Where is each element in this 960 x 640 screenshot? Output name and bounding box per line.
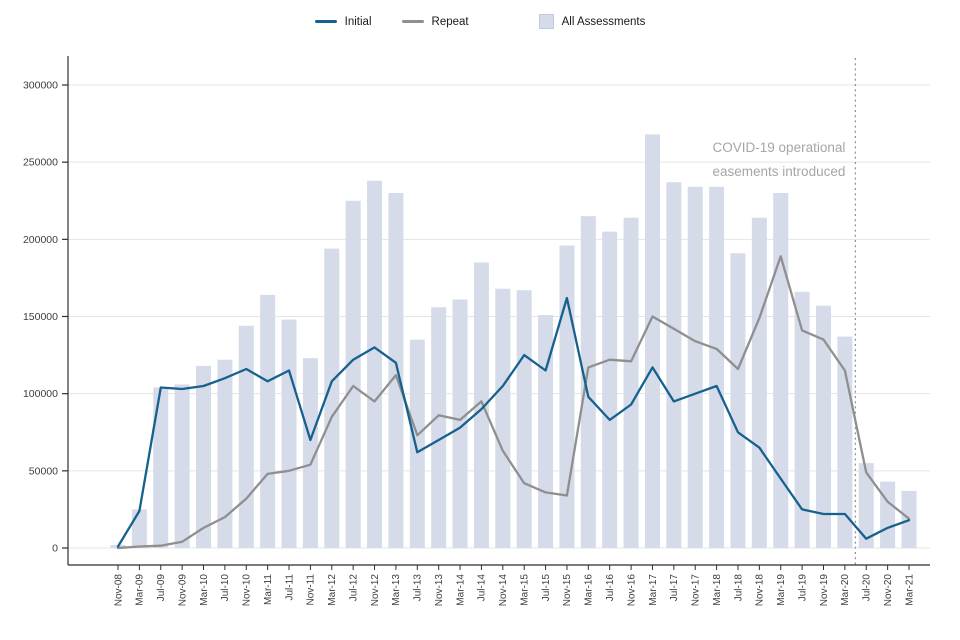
x-tick-label-Nov-12: Nov-12 xyxy=(370,574,381,607)
x-tick-label-Nov-18: Nov-18 xyxy=(755,574,766,607)
bar-Mar-14 xyxy=(452,299,468,548)
legend-label-all-assessments: All Assessments xyxy=(561,15,646,28)
bar-Nov-13 xyxy=(431,307,447,548)
x-tick-label-Mar-18: Mar-18 xyxy=(712,574,723,606)
bar-Mar-17 xyxy=(644,134,660,549)
bar-Mar-16 xyxy=(580,216,596,548)
bar-Jul-20 xyxy=(858,463,874,548)
bar-Jul-19 xyxy=(794,291,810,548)
bar-Jul-16 xyxy=(602,231,618,548)
bar-Nov-20 xyxy=(880,481,896,548)
y-tick-label: 300000 xyxy=(23,80,58,92)
x-tick-label-Nov-11: Nov-11 xyxy=(306,574,317,606)
y-tick-label: 100000 xyxy=(23,388,58,400)
y-tick-label: 0 xyxy=(52,543,58,555)
x-tick-label-Mar-17: Mar-17 xyxy=(648,574,659,606)
bar-Nov-09 xyxy=(174,384,190,548)
x-tick-label-Nov-08: Nov-08 xyxy=(113,574,124,607)
bar-Nov-17 xyxy=(687,186,703,549)
bar-Mar-10 xyxy=(196,365,212,548)
legend-label-initial: Initial xyxy=(344,15,372,28)
bar-Jul-09 xyxy=(153,387,169,548)
y-tick-label: 150000 xyxy=(23,311,58,323)
x-tick-label-Nov-13: Nov-13 xyxy=(434,574,445,607)
x-tick-label-Jul-15: Jul-15 xyxy=(541,574,552,602)
x-tick-label-Jul-14: Jul-14 xyxy=(477,574,488,602)
bar-Nov-10 xyxy=(238,325,254,548)
bar-Jul-14 xyxy=(473,262,489,548)
bar-Mar-18 xyxy=(709,186,725,549)
bar-Mar-13 xyxy=(388,193,404,549)
bar-Nov-14 xyxy=(495,288,511,548)
bar-Nov-11 xyxy=(302,358,318,548)
x-tick-label-Jul-12: Jul-12 xyxy=(348,574,359,602)
x-tick-label-Jul-18: Jul-18 xyxy=(733,574,744,602)
x-tick-label-Jul-13: Jul-13 xyxy=(413,574,424,602)
bar-Mar-12 xyxy=(324,248,340,549)
x-tick-label-Mar-09: Mar-09 xyxy=(135,574,146,606)
x-tick-label-Jul-19: Jul-19 xyxy=(797,574,808,602)
bar-Jul-12 xyxy=(345,200,361,548)
bar-Nov-15 xyxy=(559,245,575,549)
chart-legend: Initial Repeat All Assessments xyxy=(0,14,960,29)
x-tick-label-Mar-20: Mar-20 xyxy=(840,574,851,606)
x-tick-label-Jul-11: Jul-11 xyxy=(284,574,295,601)
covid-annotation-line-1: COVID-19 operational xyxy=(713,140,846,155)
x-tick-label-Nov-17: Nov-17 xyxy=(691,574,702,607)
x-tick-label-Jul-09: Jul-09 xyxy=(156,574,167,602)
bar-Jul-11 xyxy=(281,319,297,548)
repeat-line-swatch xyxy=(401,20,424,23)
x-tick-label-Mar-14: Mar-14 xyxy=(455,574,466,606)
bar-Mar-09 xyxy=(131,509,147,548)
all-assessments-swatch xyxy=(538,14,554,29)
y-tick-label: 200000 xyxy=(23,234,58,246)
y-tick-label: 250000 xyxy=(23,157,58,169)
x-tick-label-Nov-10: Nov-10 xyxy=(242,574,253,607)
y-tick-label: 50000 xyxy=(29,465,58,477)
x-tick-label-Jul-10: Jul-10 xyxy=(220,574,231,602)
x-tick-label-Mar-12: Mar-12 xyxy=(327,574,338,606)
x-tick-label-Nov-16: Nov-16 xyxy=(626,574,637,607)
x-tick-label-Nov-19: Nov-19 xyxy=(819,574,830,607)
initial-line-swatch xyxy=(314,20,337,23)
x-tick-label-Nov-15: Nov-15 xyxy=(562,574,573,607)
x-tick-label-Jul-16: Jul-16 xyxy=(605,574,616,602)
bar-Nov-19 xyxy=(815,305,831,548)
legend-label-repeat: Repeat xyxy=(431,15,469,28)
legend-item-initial: Initial xyxy=(314,15,372,28)
x-tick-label-Jul-20: Jul-20 xyxy=(862,574,873,602)
x-tick-label-Jul-17: Jul-17 xyxy=(669,574,680,602)
x-tick-label-Mar-15: Mar-15 xyxy=(519,574,530,606)
x-tick-label-Mar-10: Mar-10 xyxy=(199,574,210,606)
repeat-line xyxy=(116,255,911,550)
bar-Nov-16 xyxy=(623,217,639,548)
x-tick-label-Mar-16: Mar-16 xyxy=(584,574,595,606)
x-tick-label-Nov-14: Nov-14 xyxy=(498,574,509,607)
x-tick-label-Mar-13: Mar-13 xyxy=(391,574,402,606)
bar-Nov-12 xyxy=(367,180,383,549)
covid-annotation-line-2: easements introduced xyxy=(713,164,846,179)
bar-Jul-17 xyxy=(666,182,682,549)
bar-Jul-13 xyxy=(409,339,425,548)
bar-Nov-18 xyxy=(751,217,767,548)
x-tick-label-Mar-21: Mar-21 xyxy=(904,574,915,606)
bar-Jul-10 xyxy=(217,359,233,548)
x-tick-label-Nov-09: Nov-09 xyxy=(177,574,188,607)
legend-item-repeat: Repeat xyxy=(401,15,469,28)
x-tick-label-Nov-20: Nov-20 xyxy=(883,574,894,607)
x-tick-label-Mar-11: Mar-11 xyxy=(263,574,274,605)
bar-Mar-19 xyxy=(773,193,789,549)
legend-item-all-assessments: All Assessments xyxy=(538,14,646,29)
x-tick-label-Mar-19: Mar-19 xyxy=(776,574,787,606)
initial-line xyxy=(116,296,911,548)
bar-Jul-18 xyxy=(730,253,746,548)
bar-Mar-20 xyxy=(837,336,853,548)
bar-Mar-15 xyxy=(516,290,532,548)
bar-Mar-11 xyxy=(260,294,276,548)
